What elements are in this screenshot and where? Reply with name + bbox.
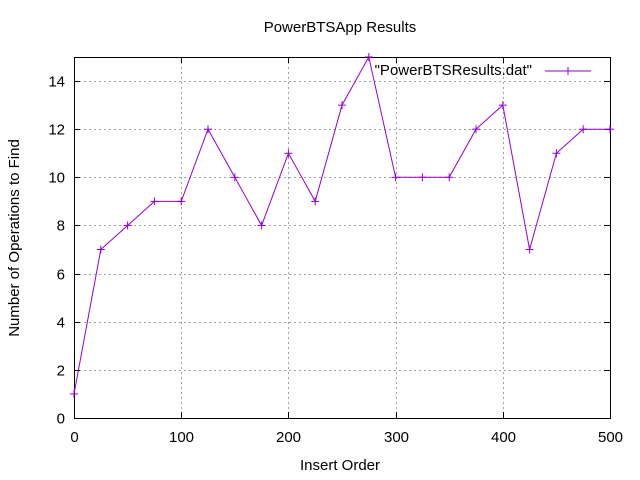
data-point [204, 125, 212, 134]
x-tick-label: 500 [598, 429, 623, 446]
legend-marker [564, 67, 572, 75]
data-point [472, 125, 480, 134]
x-tick-label: 100 [169, 429, 194, 446]
data-point [498, 101, 507, 110]
y-tick-label: 0 [57, 411, 65, 428]
data-point [70, 389, 78, 398]
data-point [177, 197, 186, 206]
y-tick-label: 2 [57, 363, 65, 380]
y-tick-label: 14 [48, 74, 65, 91]
data-point [150, 197, 159, 206]
data-point [445, 173, 454, 182]
data-point [123, 221, 132, 230]
data-point [338, 101, 346, 110]
data-point [96, 245, 105, 254]
data-point [284, 149, 293, 158]
x-tick-label: 300 [384, 429, 409, 446]
x-axis-title: Insert Order [300, 457, 380, 474]
legend: "PowerBTSResults.dat" [375, 62, 591, 79]
data-point [579, 125, 588, 134]
series-layer [70, 53, 614, 398]
data-point [230, 173, 239, 182]
y-tick-label: 6 [57, 267, 65, 284]
y-tick-label: 12 [48, 122, 65, 139]
data-point [552, 149, 561, 158]
data-point [311, 197, 320, 206]
data-point [257, 221, 266, 230]
y-tick-label: 10 [48, 170, 65, 187]
data-point [525, 245, 534, 254]
legend-label: "PowerBTSResults.dat" [375, 62, 532, 79]
axes: 0 100 200 300 400 500 0 2 4 6 8 10 12 14 [48, 57, 623, 446]
grid [74, 57, 610, 418]
data-point [364, 53, 373, 61]
y-tick-label: 8 [57, 218, 65, 235]
y-tick-label: 4 [57, 315, 65, 332]
x-tick-label: 400 [491, 429, 516, 446]
x-tick-label: 200 [276, 429, 301, 446]
y-axis-title: Number of Operations to Find [6, 139, 23, 337]
data-point [391, 173, 400, 182]
chart-title: PowerBTSApp Results [264, 19, 417, 36]
data-point [606, 125, 614, 134]
plot-frame [74, 57, 611, 419]
data-point [418, 173, 427, 182]
x-tick-label: 0 [70, 429, 78, 446]
